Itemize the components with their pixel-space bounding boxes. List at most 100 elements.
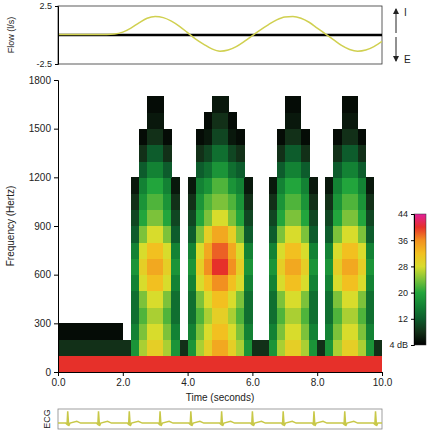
cell	[342, 129, 351, 146]
cell	[163, 210, 172, 227]
cell	[293, 340, 302, 357]
cell	[155, 210, 164, 227]
cell	[333, 242, 342, 259]
cell	[277, 356, 286, 372]
cell	[269, 340, 278, 357]
cell	[155, 226, 164, 243]
cell	[228, 177, 237, 194]
y-axis-tick-mark	[54, 177, 58, 178]
cell	[285, 112, 294, 129]
cell	[196, 291, 205, 308]
cell	[244, 177, 253, 194]
cell	[220, 96, 229, 113]
cell	[269, 307, 278, 324]
arrow	[396, 37, 397, 61]
cell	[236, 258, 245, 275]
x-axis-title: Time (seconds)	[186, 392, 255, 403]
y-axis-tick: 600	[34, 269, 58, 280]
plot-area	[58, 96, 382, 372]
cell	[171, 226, 180, 243]
cell	[188, 210, 197, 227]
cell	[301, 291, 310, 308]
cell	[285, 275, 294, 292]
cell	[147, 356, 156, 372]
cell	[350, 323, 359, 340]
cell	[252, 340, 261, 357]
y-axis-tick-mark	[54, 129, 58, 130]
cell	[82, 356, 91, 372]
cell	[366, 258, 375, 275]
cell	[204, 145, 213, 162]
cell	[269, 356, 278, 372]
cell	[204, 210, 213, 227]
cell	[358, 323, 367, 340]
y-axis-tick-label: 0	[45, 367, 51, 378]
cell	[244, 226, 253, 243]
cell	[220, 356, 229, 372]
y-axis-tick: 1500	[29, 123, 58, 134]
cell	[188, 275, 197, 292]
cell	[139, 291, 148, 308]
cell	[244, 258, 253, 275]
y-axis-tick-label: 900	[34, 221, 51, 232]
cell	[196, 242, 205, 259]
cell	[366, 356, 375, 372]
cell	[82, 340, 91, 357]
cell	[131, 340, 140, 357]
cell	[325, 323, 334, 340]
y-axis-tick: 900	[34, 221, 58, 232]
cell	[325, 210, 334, 227]
cell	[285, 307, 294, 324]
cell	[171, 275, 180, 292]
cell	[293, 210, 302, 227]
cell	[236, 161, 245, 178]
cell	[220, 129, 229, 146]
y-axis-tick-mark	[55, 6, 58, 7]
cell	[228, 210, 237, 227]
cell	[155, 242, 164, 259]
cell	[131, 210, 140, 227]
cell	[139, 323, 148, 340]
colorbar-axis: 44362820124 dB	[389, 209, 414, 350]
cell	[366, 210, 375, 227]
cell	[269, 291, 278, 308]
cell	[301, 275, 310, 292]
cell	[155, 129, 164, 146]
cell	[147, 161, 156, 178]
cell	[163, 177, 172, 194]
cell	[293, 129, 302, 146]
cell	[342, 242, 351, 259]
cell	[220, 258, 229, 275]
cell	[358, 340, 367, 357]
x-axis-tick: 2.0	[116, 372, 130, 388]
cell	[350, 258, 359, 275]
cell	[188, 258, 197, 275]
cell	[293, 112, 302, 129]
cell	[139, 161, 148, 178]
cell	[309, 356, 318, 372]
cell	[333, 323, 342, 340]
cell	[139, 177, 148, 194]
y-axis-tick-label: 2.5	[39, 1, 52, 11]
y-axis-tick: 0	[45, 367, 58, 378]
cell	[244, 291, 253, 308]
cell	[358, 145, 367, 162]
cell	[147, 307, 156, 324]
cell	[342, 258, 351, 275]
cell	[163, 323, 172, 340]
cell	[147, 340, 156, 357]
cell	[196, 340, 205, 357]
cell	[220, 275, 229, 292]
x-axis-tick-mark	[252, 372, 253, 376]
cell	[163, 242, 172, 259]
cell	[188, 242, 197, 259]
cell	[212, 291, 221, 308]
cell	[236, 177, 245, 194]
cell	[342, 112, 351, 129]
cell	[277, 226, 286, 243]
cell	[228, 323, 237, 340]
cell	[212, 307, 221, 324]
cell	[366, 242, 375, 259]
cell	[244, 194, 253, 211]
cell	[163, 307, 172, 324]
